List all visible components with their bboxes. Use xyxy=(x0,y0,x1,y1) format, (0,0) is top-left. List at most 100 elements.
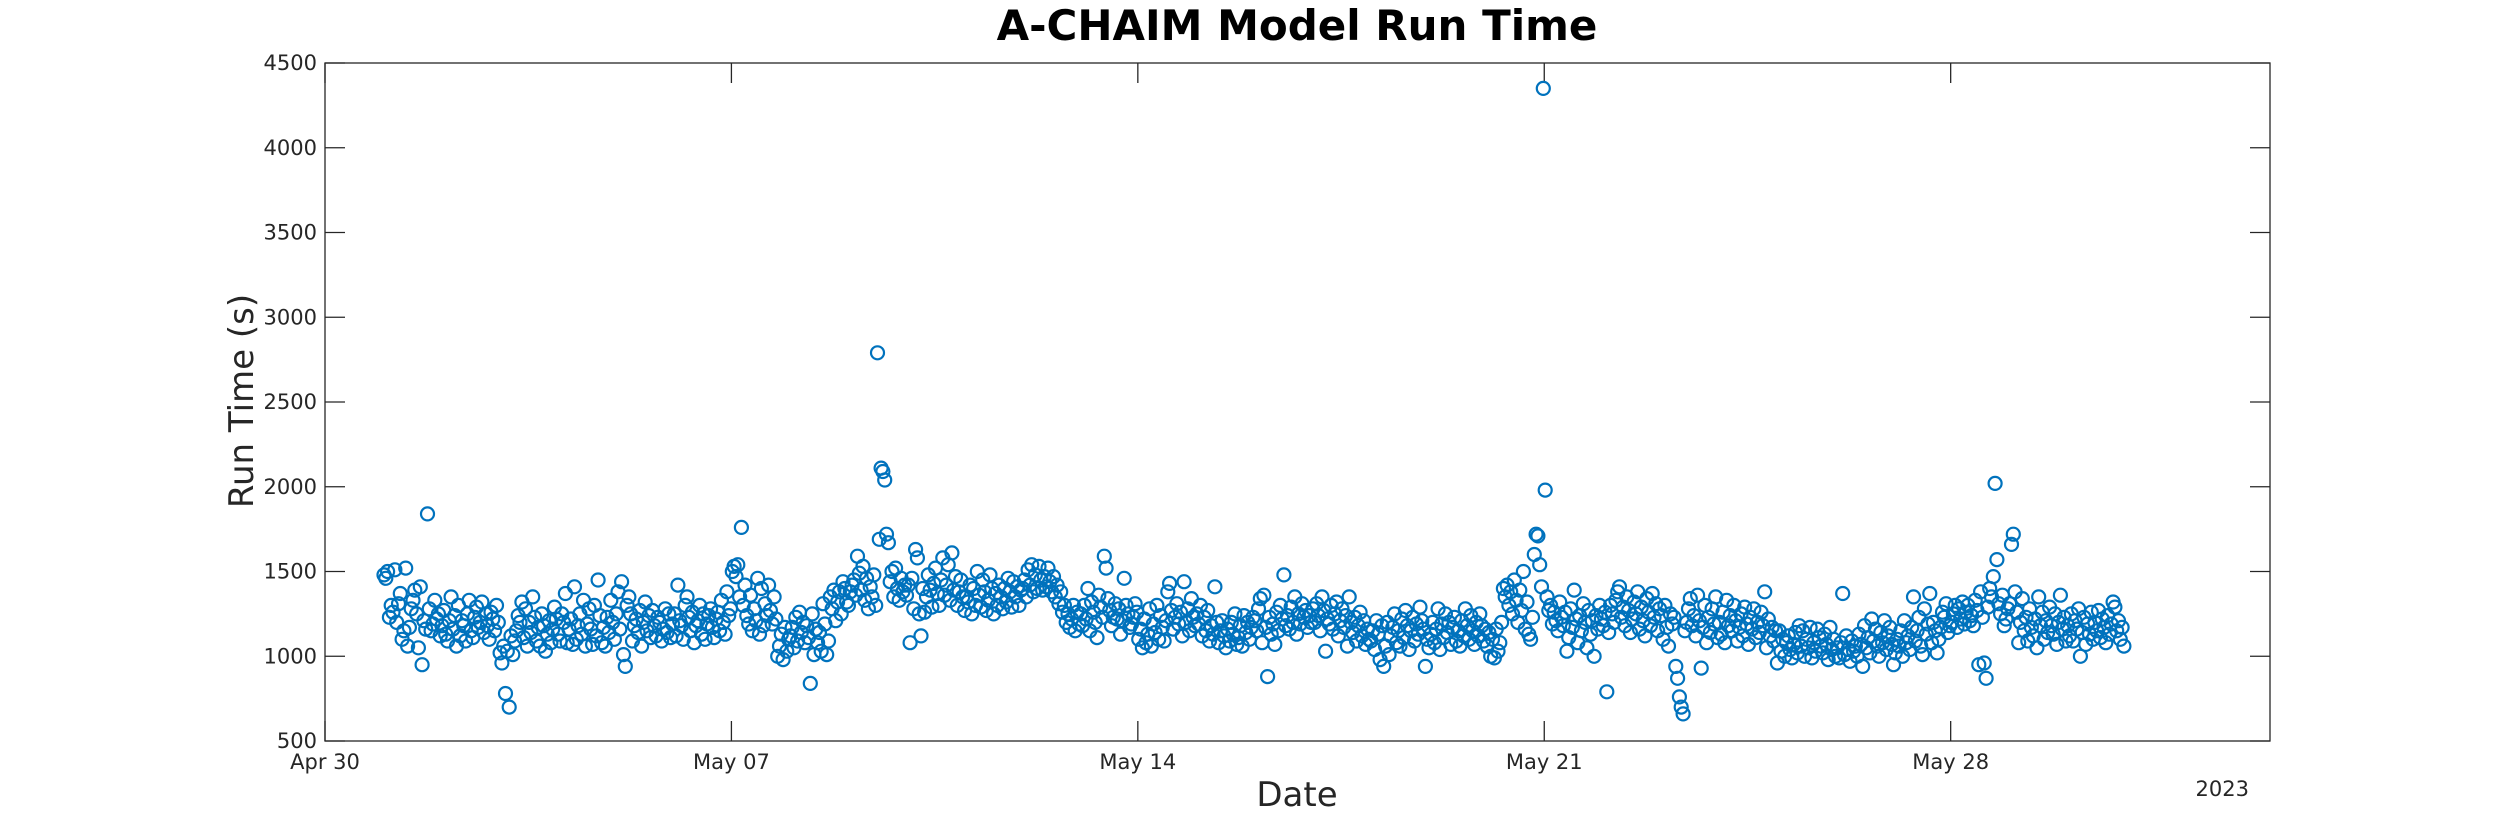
data-point xyxy=(608,606,624,622)
data-point xyxy=(697,631,713,647)
data-point xyxy=(1976,655,1992,671)
data-point xyxy=(802,675,818,692)
data-point xyxy=(1802,619,1818,636)
data-point xyxy=(1341,589,1357,605)
data-point xyxy=(566,579,583,595)
y-tick-label: 2500 xyxy=(264,390,317,414)
data-point xyxy=(2003,536,2020,553)
data-point xyxy=(924,599,940,615)
data-point xyxy=(1644,585,1660,602)
data-point xyxy=(597,638,613,654)
data-point xyxy=(1207,579,1223,595)
data-point xyxy=(1528,526,1544,542)
data-point xyxy=(487,623,503,639)
data-point xyxy=(880,535,897,551)
data-point xyxy=(613,574,630,590)
data-point xyxy=(1795,623,1811,639)
data-point xyxy=(1446,609,1463,625)
data-point xyxy=(419,506,436,522)
y-tick-label: 1500 xyxy=(264,560,317,584)
data-point xyxy=(1414,613,1430,629)
data-point xyxy=(1252,590,1268,607)
data-point xyxy=(590,572,606,588)
data-point xyxy=(1530,528,1546,544)
data-point xyxy=(750,570,766,586)
data-point xyxy=(2098,635,2114,651)
data-point xyxy=(2029,640,2045,656)
y-tick-label: 3000 xyxy=(264,305,317,329)
y-tick-label: 500 xyxy=(277,729,317,753)
x-axis-label: Date xyxy=(1256,775,1337,815)
data-point xyxy=(2031,589,2047,605)
data-point xyxy=(976,584,993,600)
data-point xyxy=(1267,636,1283,653)
data-point xyxy=(1160,584,1176,600)
data-point xyxy=(414,657,430,673)
data-point xyxy=(561,621,577,637)
data-point xyxy=(661,606,677,622)
data-point xyxy=(1916,601,1933,617)
data-point xyxy=(380,563,396,580)
data-point xyxy=(1673,699,1689,715)
x-tick-label: May 07 xyxy=(693,750,770,774)
data-point xyxy=(2114,619,2130,636)
data-point xyxy=(1484,631,1501,647)
data-point xyxy=(612,621,628,637)
data-point xyxy=(820,633,837,649)
data-point xyxy=(443,589,459,605)
data-point xyxy=(858,570,875,586)
plot-area xyxy=(324,62,2271,742)
data-point xyxy=(1666,609,1682,625)
data-point xyxy=(517,601,534,617)
data-point xyxy=(1573,623,1590,639)
x-axis-year-label: 2023 xyxy=(2196,777,2249,801)
data-point xyxy=(577,638,594,654)
data-point xyxy=(390,596,407,612)
data-point xyxy=(721,607,737,624)
data-point xyxy=(1381,646,1397,663)
data-point xyxy=(1922,585,1938,602)
data-point xyxy=(962,577,978,593)
data-point xyxy=(1249,623,1265,639)
data-point xyxy=(1089,629,1105,646)
data-point xyxy=(1004,599,1020,615)
data-point xyxy=(1495,580,1512,597)
data-point xyxy=(1056,597,1073,614)
data-point xyxy=(902,635,918,651)
data-point xyxy=(410,640,426,656)
data-point xyxy=(1693,660,1709,676)
data-point xyxy=(1905,589,1922,605)
data-point xyxy=(1949,619,1965,636)
data-point xyxy=(730,557,746,573)
data-point xyxy=(1689,587,1706,603)
data-point xyxy=(1880,628,1896,644)
data-point xyxy=(2083,604,2099,620)
data-point xyxy=(1053,584,1069,600)
data-point xyxy=(1080,580,1096,597)
data-point xyxy=(904,570,920,586)
data-point xyxy=(1512,582,1528,598)
data-point xyxy=(1025,584,1042,600)
data-point xyxy=(2047,606,2063,622)
data-point xyxy=(512,614,528,631)
data-point xyxy=(1524,609,1541,625)
data-point xyxy=(1161,575,1178,592)
data-point xyxy=(1586,648,1602,664)
data-point xyxy=(775,651,791,668)
data-point xyxy=(717,626,733,642)
data-point xyxy=(907,541,924,558)
data-point xyxy=(1539,589,1555,605)
data-point xyxy=(392,585,408,602)
data-point xyxy=(378,570,394,586)
data-point xyxy=(670,577,686,593)
data-point xyxy=(1288,626,1305,642)
data-point xyxy=(866,567,882,583)
data-point xyxy=(2011,635,2027,651)
data-point xyxy=(1118,597,1134,614)
data-point xyxy=(1760,611,1776,627)
data-point xyxy=(1156,633,1172,649)
data-point xyxy=(1564,619,1581,636)
data-point xyxy=(2107,599,2123,615)
data-point xyxy=(1112,626,1129,642)
